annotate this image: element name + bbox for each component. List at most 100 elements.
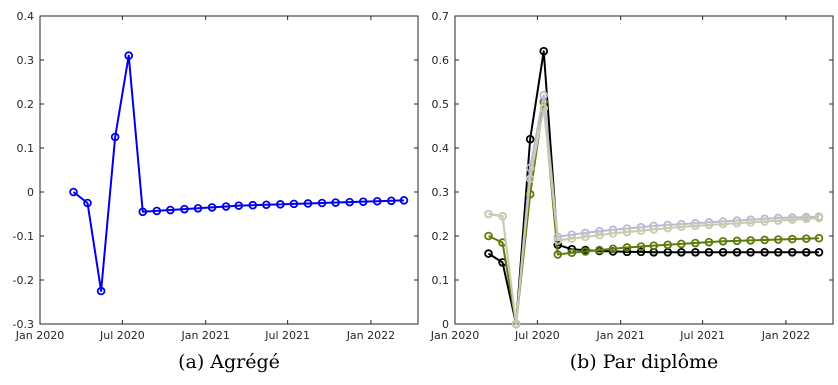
panel-b-series-4-point xyxy=(718,219,728,229)
panel-b-series-1-point xyxy=(677,247,686,257)
panel-a-y-axis: -0.3 -0.2 -0.1 0 0.1 0.2 0.3 0.4 xyxy=(13,10,418,331)
panel-a-series-1-point xyxy=(345,197,354,207)
panel-a-series-1-point xyxy=(166,205,175,215)
panel-a-series-1-point xyxy=(331,198,340,207)
panel-a-series-1-point xyxy=(193,203,203,213)
panel-b-series-2-point xyxy=(553,250,563,259)
panel-b-series-4-line xyxy=(488,107,820,325)
panel-a-series-1-point xyxy=(69,187,78,197)
panel-b-series-4-point xyxy=(622,227,632,237)
panel-b-series-1-point xyxy=(718,247,728,257)
panel-a-series xyxy=(69,51,409,296)
panel-a-series-1-point xyxy=(96,286,106,296)
panel-a-ytick-label: 0.3 xyxy=(17,54,35,67)
panel-b-series-1-point xyxy=(746,247,755,257)
panel-b-series-4-point xyxy=(567,234,577,243)
panel-b-series-1-point xyxy=(732,247,742,257)
panel-b-series-4-point xyxy=(539,104,549,113)
panel-b-series-1-point xyxy=(787,247,797,257)
panel-b-series-4-point xyxy=(511,319,521,329)
panel-b-series-1-point xyxy=(814,247,824,257)
panel-a-xtick-label: Jan 2020 xyxy=(15,329,64,342)
panel-b-series-4-point xyxy=(691,221,700,231)
panel-b-series-4-point xyxy=(801,214,811,224)
panel-b-xtick-label: Jan 2021 xyxy=(595,329,644,342)
panel-b-caption: (b) Par diplôme xyxy=(570,351,719,373)
panel-b-series-2-point xyxy=(691,238,700,248)
panel-a-x-axis: Jan 2020 Jul 2020 Jan 2021 Jul 2021 Jan 2022 xyxy=(15,16,395,342)
panel-b-series-2-point xyxy=(595,245,604,255)
panel-b-series-1-point xyxy=(773,247,783,257)
panel-b-series-1-point xyxy=(704,247,714,257)
panel-a-ytick-label: -0.1 xyxy=(13,230,34,243)
panel-b-series-4-point xyxy=(484,209,493,219)
panel-b-series xyxy=(484,46,824,329)
panel-b-series-1-point xyxy=(484,249,493,258)
panel-a-series-1-point xyxy=(83,198,92,208)
panel-a-series-1-point xyxy=(138,207,148,217)
panel-b-series-1-point xyxy=(539,46,549,56)
panel-b-series-2-point xyxy=(663,240,673,250)
panel-b-series-2-point xyxy=(567,248,577,258)
panel-b-ytick-label: 0.5 xyxy=(432,98,450,111)
panel-b-ytick-label: 0.7 xyxy=(432,10,450,23)
panel-b-series-2-point xyxy=(773,235,783,244)
panel-a-ytick-label: -0.3 xyxy=(13,318,34,331)
panel-a-series-1-point xyxy=(386,196,396,206)
panel-a-series-1-point xyxy=(289,199,299,209)
panel-b-series-1-line xyxy=(487,50,819,325)
panel-a: -0.3 -0.2 -0.1 0 0.1 0.2 0.3 0.4 Jan 2020 Jul 20… xyxy=(13,10,419,373)
panel-b-series-4-point xyxy=(787,215,797,225)
panel-b-series-4-point xyxy=(760,217,769,226)
panel-b-series-2-point xyxy=(814,233,824,243)
panel-b-series-1-point xyxy=(801,247,811,257)
panel-b-series-2-point xyxy=(746,236,755,245)
panel-a-xtick-label: Jul 2021 xyxy=(264,329,310,342)
panel-b-series-1-point xyxy=(525,134,535,144)
panel-b-series-4-point xyxy=(595,230,604,240)
panel-b-series-2-point xyxy=(622,243,632,252)
panel-a-series-1-point xyxy=(248,200,258,210)
panel-b-series-4-point xyxy=(581,232,590,242)
panel-a-series-1-point xyxy=(110,132,120,142)
panel-b-series-2-point xyxy=(649,241,659,250)
panel-b-series-4-point xyxy=(663,223,673,233)
panel-b-series-4-point xyxy=(677,222,686,232)
panel-b-series-1-point xyxy=(760,247,769,257)
panel-b-series-2-point xyxy=(732,236,742,246)
panel-a-xtick-label: Jan 2022 xyxy=(346,329,395,342)
panel-a-series-1-point xyxy=(124,51,134,60)
panel-a-series-1-point xyxy=(372,196,382,206)
panel-b-ytick-label: 0.6 xyxy=(432,54,450,67)
panel-a-series-1-point xyxy=(358,197,368,206)
panel-b-ytick-label: 0.4 xyxy=(432,142,450,155)
panel-a-ytick-label: 0.1 xyxy=(17,142,35,155)
panel-b-series-4-point xyxy=(608,229,618,238)
panel-a-series-1-point xyxy=(180,204,189,214)
panel-b-y-axis: 0 0.1 0.2 0.3 0.4 0.5 0.6 0.7 xyxy=(432,10,833,331)
panel-a-ytick-label: 0.4 xyxy=(17,10,35,23)
panel-b-series-4-point xyxy=(732,218,742,228)
panel-b-series-3-point xyxy=(525,163,535,173)
panel-b-xtick-label: Jan 2020 xyxy=(430,329,479,342)
panel-a-series-1-line xyxy=(72,54,405,292)
panel-b-series-4-point xyxy=(649,225,659,234)
panel-b-x-axis: Jan 2020 Jul 2020 Jan 2021 Jul 2021 Jan 2022 xyxy=(430,16,810,342)
panel-a-series-1-point xyxy=(152,206,162,216)
panel-a-series-1-point xyxy=(207,203,217,212)
panel-b-series-2-point xyxy=(677,239,686,249)
panel-b-series-2-point xyxy=(525,189,535,199)
panel-b-series-1-point xyxy=(691,247,700,257)
panel-b-series-4-point xyxy=(704,220,714,230)
panel-b: 00.10.20.30.40.50.60.7 Jan 2020 Jul 2020 J… xyxy=(430,10,834,373)
panel-b-series-4-point xyxy=(746,218,755,227)
panel-b-series-2-point xyxy=(608,244,618,254)
panel-b-xtick-label: Jul 2020 xyxy=(514,329,560,342)
panel-b-series-2-point xyxy=(636,242,646,251)
panel-a-series-1-point xyxy=(303,199,313,208)
panel-b-series-2-point xyxy=(581,247,590,256)
panel-a-series-1-point xyxy=(262,200,271,210)
panel-a-series-1-point xyxy=(234,201,244,210)
panel-b-series-1-point xyxy=(636,247,646,257)
